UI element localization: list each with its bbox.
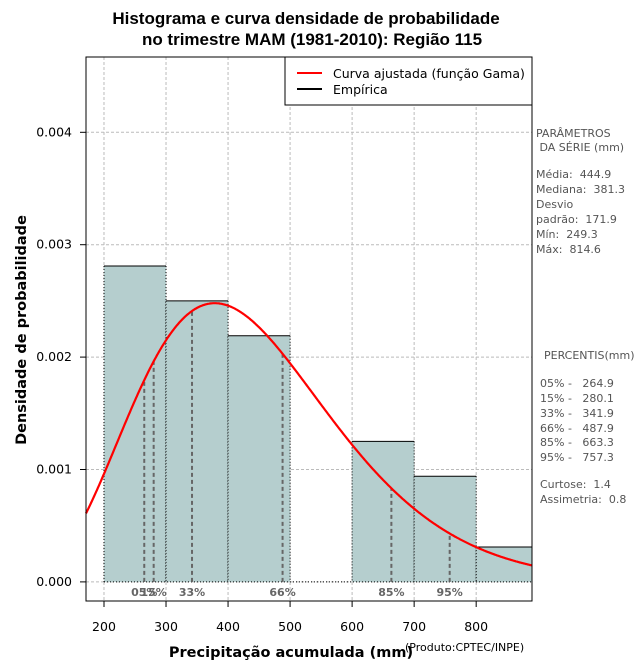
y-tick-label: 0.002 [36, 349, 72, 364]
percentil-95: 95% - 757.3 [540, 451, 614, 464]
histogram-bar [166, 300, 229, 582]
histogram-bar [476, 547, 532, 582]
chart-title-line-2: no trimestre MAM (1981-2010): Região 115 [142, 30, 482, 49]
param-max: Máx: 814.6 [536, 243, 601, 256]
fitted-gamma-curve [85, 302, 533, 567]
percentile-labels: 05%15% 33% 66% 85% 95% [131, 586, 463, 599]
y-tick-label: 0.004 [36, 124, 72, 139]
x-tick-label: 500 [278, 619, 302, 634]
param-median: Mediana: 381.3 [536, 183, 625, 196]
x-axis-title: Precipitação acumulada (mm) [169, 645, 413, 660]
legend: Curva ajustada (função Gama) Empírica [284, 56, 533, 106]
percentil-15: 15% - 280.1 [540, 392, 614, 405]
percentiles-panel: PERCENTIS(mm) 05% - 264.9 15% - 280.1 33… [540, 349, 635, 506]
param-sd: padrão: 171.9 [536, 213, 617, 226]
histogram-bar [352, 441, 415, 582]
percentile-label: 05% [131, 586, 157, 599]
param-mean: Média: 444.9 [536, 168, 611, 181]
params-title-1: PARÂMETROS [536, 127, 611, 140]
param-min: Mín: 249.3 [536, 228, 598, 241]
legend-box [284, 56, 533, 106]
y-tick-label: 0.001 [36, 461, 72, 476]
x-tick-label: 200 [92, 619, 116, 634]
percentil-66: 66% - 487.9 [540, 422, 614, 435]
legend-label-fitted: Curva ajustada (função Gama) [333, 66, 525, 81]
params-title-2: DA SÉRIE (mm) [536, 141, 624, 154]
percentil-05: 05% - 264.9 [540, 377, 614, 390]
histogram-bar [228, 335, 291, 582]
histogram-bars [103, 265, 532, 583]
percentil-85: 85% - 663.3 [540, 436, 614, 449]
percentile-label: 33% [179, 586, 205, 599]
product-credit: (Produto:CPTEC/INPE) [405, 641, 524, 654]
histogram-bar [103, 266, 167, 582]
axes: 200 300 400 500 600 700 800 0.000 0.001 0.002 0.00… [36, 124, 488, 634]
percentile-label: 66% [269, 586, 295, 599]
x-tick-label: 400 [216, 619, 240, 634]
fitted-curve-group [85, 302, 533, 567]
percentil-33: 33% - 341.9 [540, 407, 614, 420]
chart-title-line-1: Histograma e curva densidade de probabil… [112, 9, 499, 28]
y-axis-title: Densidade de probabilidade [14, 215, 30, 445]
percentis-title: PERCENTIS(mm) [544, 349, 635, 362]
param-sd-label: Desvio [536, 198, 574, 211]
x-tick-label: 700 [402, 619, 426, 634]
histogram-bar [414, 476, 477, 582]
skewness: Assimetria: 0.8 [540, 493, 626, 506]
x-tick-label: 300 [154, 619, 178, 634]
percentile-lines [143, 311, 451, 582]
x-tick-label: 600 [340, 619, 364, 634]
percentile-label: 95% [437, 586, 463, 599]
percentile-label: 15% [141, 586, 167, 599]
y-tick-label: 0.000 [36, 574, 72, 589]
y-tick-label: 0.003 [36, 237, 72, 252]
series-parameters-panel: PARÂMETROS DA SÉRIE (mm) Média: 444.9 Me… [536, 127, 625, 256]
legend-label-empirical: Empírica [333, 82, 388, 97]
kurtosis: Curtose: 1.4 [540, 478, 611, 491]
x-tick-label: 800 [464, 619, 488, 634]
percentile-label: 85% [378, 586, 404, 599]
